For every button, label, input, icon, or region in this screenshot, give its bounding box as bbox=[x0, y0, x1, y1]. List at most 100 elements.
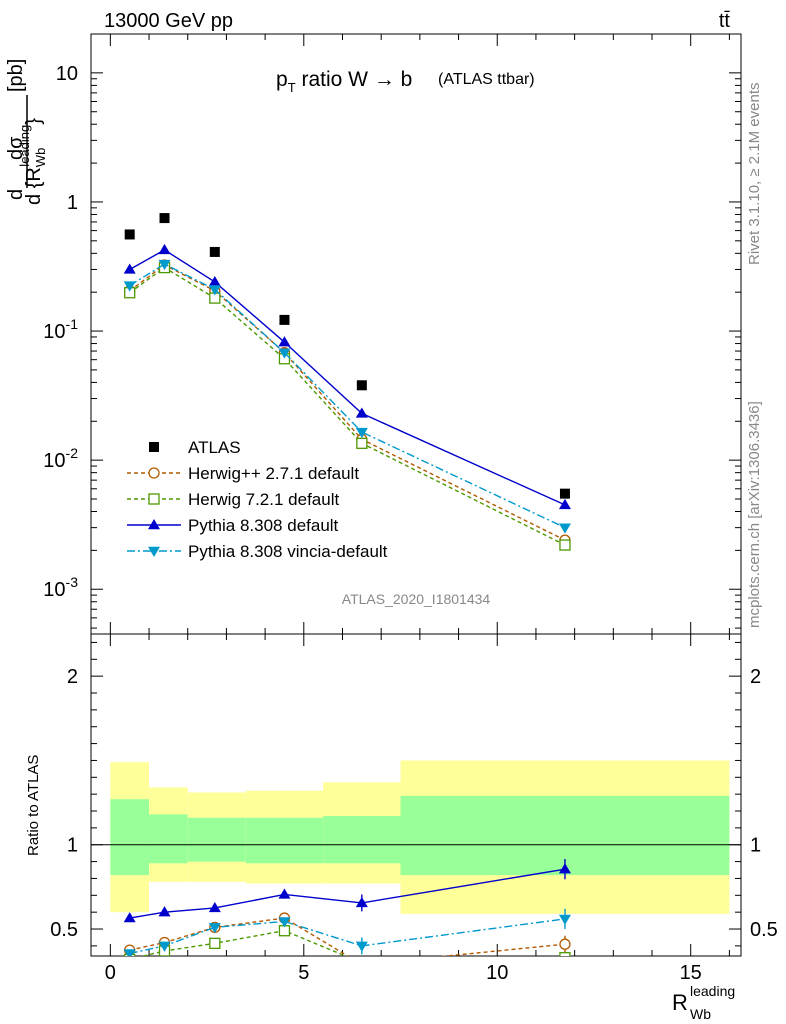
ratio-line bbox=[140, 929, 348, 956]
title-sub: T bbox=[288, 80, 296, 95]
legend-label: Pythia 8.308 vincia-default bbox=[188, 542, 388, 561]
ratio-series-2 bbox=[123, 859, 571, 923]
ratio-y-label: Ratio to ATLAS bbox=[25, 755, 42, 856]
svg-text:dσ: dσ bbox=[5, 136, 27, 160]
ratio-point bbox=[208, 901, 221, 913]
ratio-point bbox=[355, 896, 368, 908]
ratio-tick-label-left: 0.5 bbox=[50, 919, 78, 941]
title-main: p bbox=[276, 68, 288, 91]
rivet-label: Rivet 3.1.10, ≥ 2.1M events bbox=[746, 83, 763, 266]
green-band-bin bbox=[245, 817, 324, 864]
x-tick-label: 0 bbox=[105, 962, 116, 984]
data-series bbox=[124, 213, 570, 499]
series-point bbox=[123, 263, 136, 274]
series-point bbox=[208, 285, 221, 296]
data-point bbox=[559, 488, 570, 499]
ratio-tick-label-right: 2 bbox=[750, 666, 761, 688]
x-axis-label: R Wb leading bbox=[672, 983, 735, 1022]
svg-text:Wb: Wb bbox=[690, 1006, 711, 1022]
series-point bbox=[558, 523, 571, 534]
ratio-point bbox=[357, 958, 367, 968]
ratio-tick-label-left: 1 bbox=[67, 835, 78, 857]
series-point bbox=[559, 539, 571, 551]
ratio-point bbox=[278, 917, 291, 928]
series-line bbox=[129, 249, 566, 506]
series-2 bbox=[123, 243, 571, 510]
series-point bbox=[278, 348, 291, 359]
data-point bbox=[209, 246, 220, 257]
y-tick-label: 1 bbox=[67, 192, 78, 214]
series-point bbox=[158, 259, 171, 271]
ratio-point bbox=[158, 906, 171, 917]
ratio-point bbox=[357, 959, 367, 969]
ratio-point bbox=[355, 941, 368, 952]
site-label: mcplots.cern.ch [arXiv:1306.3436] bbox=[746, 401, 763, 628]
y-tick-label: 10 bbox=[56, 63, 78, 85]
y-tick-label: 10-1 bbox=[43, 316, 78, 343]
legend-entry: Herwig++ 2.7.1 default bbox=[127, 464, 359, 483]
legend: ATLAS Herwig++ 2.7.1 default Herwig 7.2.1 … bbox=[127, 438, 388, 561]
ratio-point bbox=[559, 938, 571, 950]
series-point bbox=[278, 336, 291, 347]
axes-frames: 0 5 10 15 10 1 10-1 10-2 10-3 2 2 1 1 0.5 0.5 bbox=[43, 33, 778, 984]
series-point bbox=[123, 281, 136, 292]
ratio-tick-label-right: 0.5 bbox=[750, 919, 778, 941]
legend-label: Herwig++ 2.7.1 default bbox=[188, 464, 359, 483]
title-rest: ratio W → b bbox=[296, 68, 413, 91]
ratio-line bbox=[129, 868, 566, 919]
series-point bbox=[355, 407, 368, 418]
ratio-series-3 bbox=[123, 908, 571, 956]
data-point bbox=[159, 213, 170, 224]
series-line bbox=[129, 266, 566, 546]
ratio-point bbox=[208, 923, 221, 934]
green-band-bin bbox=[323, 816, 401, 864]
legend-label: Pythia 8.308 default bbox=[188, 516, 339, 535]
ratio-line bbox=[129, 917, 566, 956]
x-tick-label: 15 bbox=[680, 962, 702, 984]
analysis-id: ATLAS_2020_I1801434 bbox=[342, 591, 491, 607]
legend-entry: Herwig 7.2.1 default bbox=[127, 490, 339, 509]
y-axis-label: d d {RWbleading} dσ [pb] bbox=[5, 59, 48, 205]
series-3 bbox=[123, 259, 571, 534]
ratio-point bbox=[158, 941, 171, 952]
ratio-point bbox=[278, 888, 291, 899]
uncertainty-bands bbox=[91, 760, 741, 914]
data-point bbox=[124, 229, 135, 240]
legend-marker bbox=[148, 546, 160, 557]
series-point bbox=[356, 437, 368, 449]
x-tick-label: 10 bbox=[486, 962, 508, 984]
ratio-point bbox=[558, 863, 571, 874]
green-band-bin bbox=[110, 799, 150, 876]
ratio-point bbox=[123, 949, 136, 956]
series-point bbox=[158, 243, 171, 255]
svg-text:leading: leading bbox=[690, 983, 735, 999]
legend-entry: Pythia 8.308 default bbox=[127, 516, 339, 535]
svg-text:d: d bbox=[5, 189, 27, 200]
legend-marker bbox=[148, 467, 160, 479]
ratio-point bbox=[558, 914, 571, 925]
series-line bbox=[129, 263, 566, 529]
ratio-frame bbox=[90, 633, 742, 957]
series-layer bbox=[123, 213, 571, 969]
y-tick-label: 10-3 bbox=[43, 574, 78, 601]
ratio-tick-label-left: 2 bbox=[67, 666, 78, 688]
data-point bbox=[356, 380, 367, 391]
y-tick-label: 10-2 bbox=[43, 445, 78, 472]
series-point bbox=[208, 275, 221, 287]
legend-label: ATLAS bbox=[188, 438, 241, 457]
title-small: (ATLAS ttbar) bbox=[438, 71, 535, 88]
series-point bbox=[558, 498, 571, 510]
legend-marker bbox=[148, 519, 160, 530]
ratio-line bbox=[129, 918, 566, 955]
series-point bbox=[355, 427, 368, 439]
ratio-series bbox=[123, 859, 571, 969]
beam-label: 13000 GeV pp bbox=[104, 10, 233, 32]
legend-entry: Pythia 8.308 vincia-default bbox=[127, 542, 388, 561]
y-unit: [pb] bbox=[5, 59, 27, 92]
data-point bbox=[279, 314, 290, 325]
green-band-bin bbox=[149, 814, 188, 864]
ratio-point bbox=[559, 952, 571, 956]
green-band-bin bbox=[187, 817, 246, 862]
legend-entry: ATLAS bbox=[149, 438, 241, 457]
